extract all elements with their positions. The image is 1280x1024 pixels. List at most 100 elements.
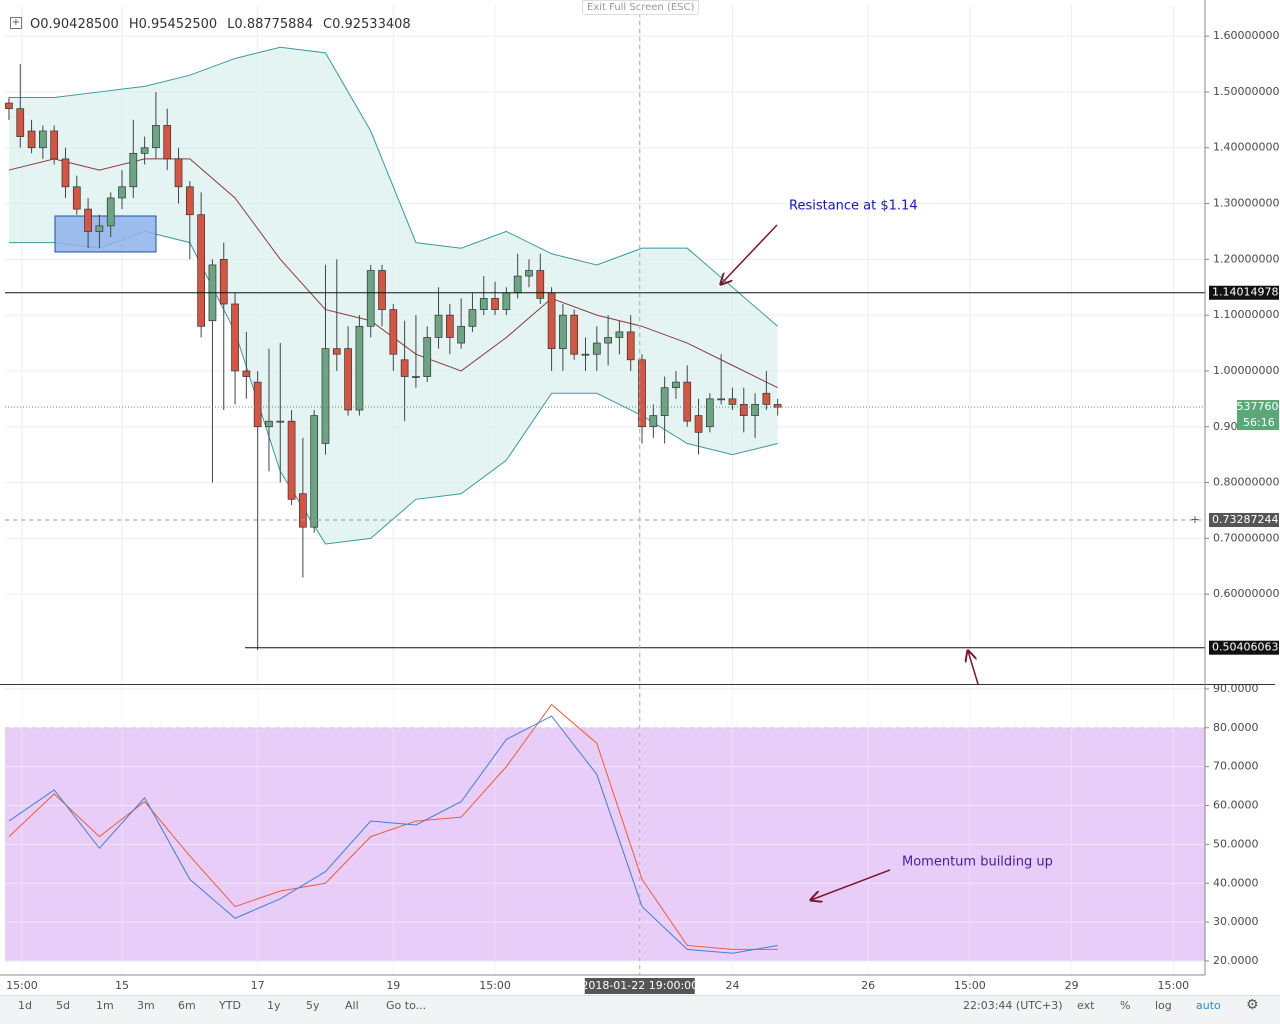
range-button[interactable]: 6m <box>178 999 196 1012</box>
candle-body <box>344 348 352 411</box>
arrow <box>721 224 778 284</box>
x-tick-label: 15:00 <box>479 979 511 992</box>
collapse-icon[interactable]: + <box>10 17 22 29</box>
y-tick-label: 1.10000000 <box>1213 308 1279 321</box>
y-tick-label: 1.00000000 <box>1213 364 1279 377</box>
ohlc-header: O0.90428500 H0.95452500 L0.88775884 C0.9253… <box>30 17 421 32</box>
y-tick-label: 70.0000 <box>1213 760 1259 773</box>
candle-body <box>694 415 703 433</box>
candle-body <box>276 420 285 423</box>
candle-body <box>502 292 511 310</box>
candle-body <box>253 381 262 428</box>
candle-body <box>739 404 748 416</box>
x-tick-label: 17 <box>251 979 265 992</box>
candle-body <box>389 309 398 355</box>
x-tick-label: 26 <box>861 979 875 992</box>
candle-body <box>434 314 443 338</box>
y-tick-label: 50.0000 <box>1213 837 1259 850</box>
x-tick-label: 24 <box>725 979 739 992</box>
y-tick-label: 1.30000000 <box>1213 197 1279 210</box>
range-button[interactable]: 1m <box>96 999 114 1012</box>
range-button[interactable]: 3m <box>137 999 155 1012</box>
range-button[interactable]: 5y <box>306 999 320 1012</box>
x-tick-label: 29 <box>1065 979 1079 992</box>
candle-body <box>615 331 624 338</box>
exit-fullscreen[interactable]: Exit Full Screen (ESC) <box>582 0 700 15</box>
candle-body <box>118 186 126 199</box>
stoch-d <box>8 703 778 950</box>
high: H0.95452500 <box>128 17 218 32</box>
bottom-toolbar <box>0 995 1280 1024</box>
candle-body <box>242 370 251 377</box>
candle-body <box>16 108 25 137</box>
option-button[interactable]: % <box>1120 999 1131 1012</box>
candle-body <box>332 348 341 355</box>
candle-body <box>152 125 160 149</box>
candle-body <box>525 270 533 277</box>
candle-body <box>61 158 70 188</box>
y-tick-label: 1.60000000 <box>1213 29 1279 42</box>
candle-body <box>479 298 488 310</box>
candle-body <box>185 186 194 216</box>
candle-body <box>683 381 692 422</box>
candle-body <box>287 420 296 500</box>
y-tick-label: 60.0000 <box>1213 799 1259 812</box>
settings-icon[interactable]: ⚙ <box>1246 997 1259 1013</box>
clock: 22:03:44 (UTC+3) <box>963 999 1063 1012</box>
crosshair-time-box <box>584 978 695 994</box>
x-tick-label: 15:00 <box>1157 979 1189 992</box>
y-tick-label: 0.70000000 <box>1213 531 1279 544</box>
range-button[interactable]: 1d <box>18 999 32 1012</box>
y-tick-label: 40.0000 <box>1213 876 1259 889</box>
candle-body <box>672 381 680 389</box>
candle-body <box>140 147 149 154</box>
candle-body <box>457 325 465 344</box>
candle-body <box>728 398 737 405</box>
candle-body <box>706 398 714 428</box>
bollinger-upper <box>8 46 779 327</box>
range-button[interactable]: YTD <box>219 999 241 1012</box>
annotation: Momentum building up <box>902 855 1053 870</box>
candle-body <box>265 420 273 428</box>
level-label-box <box>1209 640 1279 655</box>
candle-body <box>423 337 432 377</box>
candle-body <box>649 415 658 428</box>
candle-body <box>762 392 771 405</box>
candle-body <box>95 225 104 232</box>
candle-body <box>84 208 92 232</box>
candle-body <box>491 298 499 310</box>
option-button[interactable]: auto <box>1196 999 1221 1012</box>
arrow <box>968 651 979 685</box>
x-tick-label: 19 <box>386 979 400 992</box>
level-label: 0.50406063 <box>1212 641 1278 654</box>
y-tick-label: 0.80000000 <box>1213 476 1279 489</box>
x-tick-label: 15:00 <box>954 979 986 992</box>
candle-body <box>660 387 669 416</box>
candle-body <box>366 270 375 327</box>
crosshair-price-label: 0.73287244 <box>1212 513 1278 526</box>
candle-body <box>547 292 556 349</box>
option-button[interactable]: log <box>1155 999 1172 1012</box>
candle-body <box>174 158 183 188</box>
countdown: 56:16 <box>1243 416 1275 429</box>
candle-body <box>310 415 319 528</box>
candle-body <box>231 303 239 372</box>
range-button[interactable]: All <box>345 999 359 1012</box>
range-button[interactable]: 1y <box>267 999 281 1012</box>
y-tick-label: 80.0000 <box>1213 721 1259 734</box>
candle-body <box>400 359 409 377</box>
range-button[interactable]: 5d <box>56 999 70 1012</box>
candle-body <box>604 337 612 344</box>
current-price-box <box>1237 400 1279 431</box>
candle-body <box>219 258 228 305</box>
y-tick-label: 30.0000 <box>1213 915 1259 928</box>
highlight-box <box>54 215 157 253</box>
option-button[interactable]: ext <box>1077 999 1095 1012</box>
candle-body <box>592 342 601 355</box>
goto-button[interactable]: Go to... <box>386 999 427 1012</box>
y-tick-label: 1.50000000 <box>1213 85 1279 98</box>
candle-body <box>536 270 545 299</box>
candle-body <box>626 331 635 361</box>
